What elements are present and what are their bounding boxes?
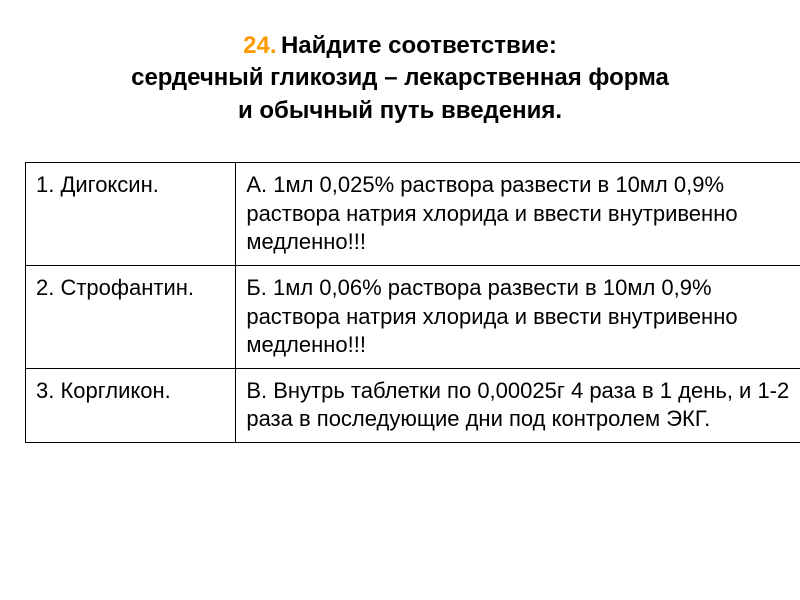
matching-table: 1. Дигоксин. А. 1мл 0,025% раствора разв… [25, 162, 800, 443]
table-row: 3. Коргликон. В. Внутрь таблетки по 0,00… [26, 368, 800, 442]
table-wrapper: 1. Дигоксин. А. 1мл 0,025% раствора разв… [25, 162, 800, 443]
heading-text-1: Найдите соответствие: [281, 32, 557, 59]
heading-text-2: сердечный гликозид – лекарственная форма [25, 62, 775, 94]
heading-text-3: и обычный путь введения. [25, 95, 775, 127]
table-row: 1. Дигоксин. А. 1мл 0,025% раствора разв… [26, 163, 800, 266]
cell-3-right: В. Внутрь таблетки по 0,00025г 4 раза в … [236, 368, 800, 442]
table-row: 2. Строфантин. Б. 1мл 0,06% раствора раз… [26, 265, 800, 368]
heading-line-1: 24. Найдите соответствие: [25, 30, 775, 62]
cell-2-right: Б. 1мл 0,06% раствора развести в 10мл 0,… [236, 265, 800, 368]
cell-1-right: А. 1мл 0,025% раствора развести в 10мл 0… [236, 163, 800, 266]
heading: 24. Найдите соответствие: сердечный глик… [25, 30, 775, 127]
cell-3-left: 3. Коргликон. [26, 368, 236, 442]
cell-2-left: 2. Строфантин. [26, 265, 236, 368]
cell-1-left: 1. Дигоксин. [26, 163, 236, 266]
slide-content: 24. Найдите соответствие: сердечный глик… [0, 0, 800, 443]
heading-number: 24. [243, 32, 276, 59]
